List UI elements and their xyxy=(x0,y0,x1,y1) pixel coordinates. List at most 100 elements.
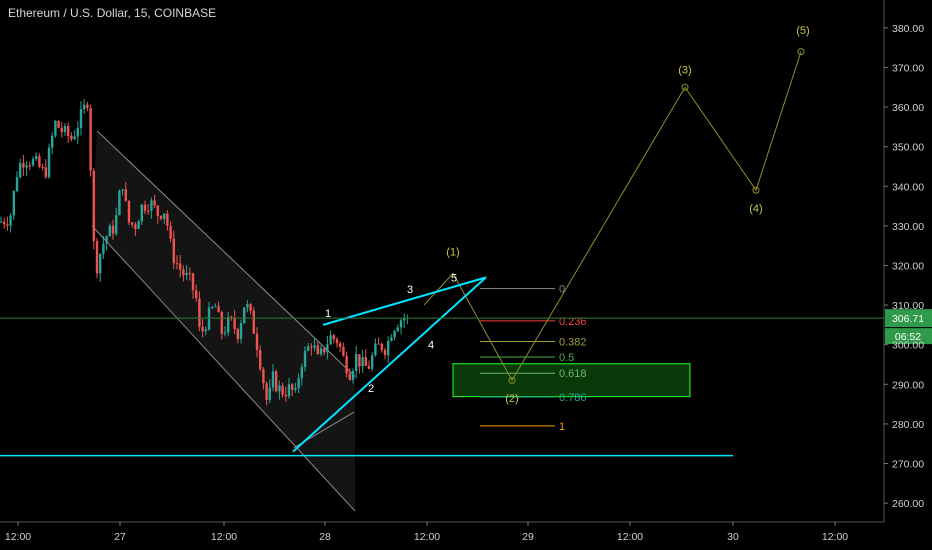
wedge-upper-line xyxy=(322,276,487,326)
candle-body xyxy=(3,221,6,225)
fib-level-label: 0 xyxy=(559,283,565,295)
wave-count-label: 2 xyxy=(368,383,374,395)
candle-body xyxy=(348,373,351,380)
candle-body xyxy=(291,384,294,390)
candle-body xyxy=(249,304,252,311)
x-tick-label: 28 xyxy=(319,531,331,543)
candle-body xyxy=(252,310,255,334)
y-tick-label: 340.00 xyxy=(892,181,924,193)
candle-body xyxy=(79,109,83,129)
candle-body xyxy=(169,225,172,239)
candle-body xyxy=(396,327,399,332)
candle-body xyxy=(387,340,390,356)
candle-body xyxy=(76,128,79,137)
axes: 260.00270.00280.00290.00300.00310.00320.… xyxy=(0,0,924,543)
candle-body xyxy=(22,163,25,168)
candle-body xyxy=(255,333,259,350)
candle-body xyxy=(19,163,22,178)
candle-body xyxy=(12,191,15,216)
candle-body xyxy=(73,136,76,140)
candle-body xyxy=(335,339,339,344)
candle-body xyxy=(259,349,262,370)
candle-body xyxy=(25,165,28,168)
candle-body xyxy=(390,337,393,341)
candle-body xyxy=(284,394,287,397)
candle-body xyxy=(211,307,214,309)
candle-body xyxy=(0,221,3,223)
candle-body xyxy=(99,253,102,274)
elliott-wave-label: (3) xyxy=(678,64,691,76)
candle-body xyxy=(201,326,204,332)
candle-body xyxy=(131,222,134,225)
candle-body xyxy=(166,213,169,226)
candle-body xyxy=(44,167,47,177)
elliott-wave-point xyxy=(752,186,760,194)
golden-zone xyxy=(452,363,691,398)
candle-body xyxy=(150,200,153,211)
candle-body xyxy=(300,366,303,379)
candle-body xyxy=(121,189,124,191)
x-tick-label: 12:00 xyxy=(822,531,848,543)
y-tick-label: 370.00 xyxy=(892,62,924,74)
candle-body xyxy=(403,317,406,321)
candle-body xyxy=(271,371,275,388)
candle-body xyxy=(124,189,127,201)
drawings: 0 0.236 0.382 0.5 0.618 0.786 1 xyxy=(0,48,805,512)
candle-body xyxy=(118,190,121,216)
candle-body xyxy=(329,335,332,345)
current-price-label: 306.71 xyxy=(892,313,924,325)
candle-body xyxy=(57,120,60,128)
y-tick-label: 300.00 xyxy=(892,340,924,352)
candle-body xyxy=(60,127,63,132)
elliott-wave-point xyxy=(508,376,516,384)
candle-body xyxy=(294,388,297,390)
x-tick-label: 12:00 xyxy=(617,531,643,543)
candle-body xyxy=(297,378,300,389)
candle-body xyxy=(319,348,323,355)
y-tick-label: 360.00 xyxy=(892,102,924,114)
x-tick-label: 30 xyxy=(727,531,739,543)
fib-level-label: 0.5 xyxy=(559,352,574,364)
y-tick-label: 380.00 xyxy=(892,23,924,35)
candle-body xyxy=(214,306,217,308)
candle-body xyxy=(236,329,239,340)
candle-body xyxy=(28,165,31,167)
y-tick-label: 290.00 xyxy=(892,379,924,391)
candle-body xyxy=(227,317,230,333)
candle-body xyxy=(182,269,185,276)
candle-body xyxy=(172,238,175,264)
candle-body xyxy=(361,357,364,367)
overlay: (1) (2) (3) (4) (5) 1 2 3 4 5 306.71 06:52 xyxy=(0,25,932,453)
y-tick-label: 280.00 xyxy=(892,419,924,431)
y-tick-label: 350.00 xyxy=(892,142,924,154)
wave-count-label: 1 xyxy=(325,308,331,320)
candle-body xyxy=(115,215,118,234)
candle-body xyxy=(35,156,38,159)
candle-body xyxy=(198,298,201,327)
candle-body xyxy=(70,135,73,140)
candle-body xyxy=(134,224,137,230)
candle-body xyxy=(278,385,281,392)
channel-upper-line xyxy=(96,130,356,377)
candle-body xyxy=(217,306,220,313)
candle-body xyxy=(243,307,246,324)
fib-level-label: 0.786 xyxy=(559,392,587,404)
candle-body xyxy=(345,356,348,374)
candle-body xyxy=(83,104,86,110)
chart-title: Ethereum / U.S. Dollar, 15, COINBASE xyxy=(8,6,217,20)
fib-level-label: 0.382 xyxy=(559,337,587,349)
candle-body xyxy=(108,225,111,237)
candle-body xyxy=(92,170,95,242)
candle-body xyxy=(105,236,108,244)
candle-body xyxy=(265,383,268,400)
candle-body xyxy=(67,125,70,136)
candle-body xyxy=(6,224,9,226)
y-tick-label: 310.00 xyxy=(892,300,924,312)
elliott-wave-label: (1) xyxy=(446,247,459,259)
candle-body xyxy=(377,343,380,345)
candle-body xyxy=(383,349,387,356)
candle-body xyxy=(63,125,67,132)
candle-body xyxy=(204,329,207,332)
